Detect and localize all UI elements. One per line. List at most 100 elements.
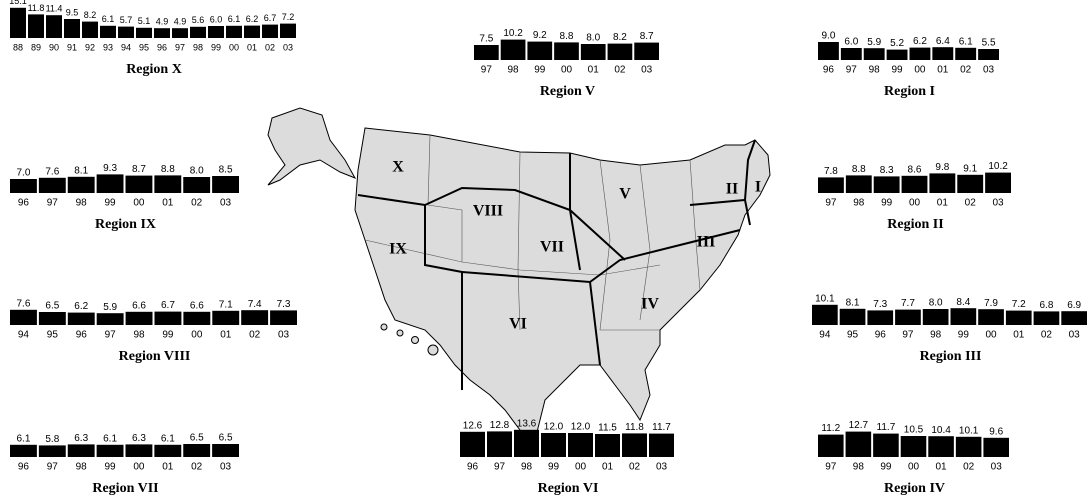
- value-label: 8.6: [908, 164, 922, 175]
- bar: [580, 44, 606, 60]
- region-border: [744, 139, 756, 201]
- bar: [985, 172, 1011, 193]
- bar: [67, 312, 95, 325]
- value-label: 12.0: [544, 422, 564, 433]
- region-label: X: [392, 159, 404, 176]
- value-label: 6.7: [161, 300, 175, 311]
- bar: [100, 25, 116, 38]
- bar: [607, 43, 633, 60]
- category-label: 97: [47, 198, 59, 209]
- hawaii: [427, 344, 439, 356]
- bar: [125, 311, 153, 325]
- bar: [840, 48, 862, 60]
- category-label: 00: [133, 462, 145, 473]
- bar: [280, 23, 296, 38]
- bar: [244, 25, 260, 38]
- bar: [928, 436, 954, 457]
- category-label: 95: [47, 330, 59, 341]
- value-label: 12.6: [463, 420, 483, 431]
- bar: [500, 39, 526, 60]
- state-lines: [427, 134, 463, 262]
- region-label: II: [726, 181, 738, 198]
- value-label: 9.3: [103, 163, 117, 174]
- region-border: [569, 153, 626, 261]
- category-label: 01: [162, 198, 174, 209]
- region-label: VIII: [473, 203, 503, 220]
- category-label: 97: [481, 65, 493, 76]
- category-label: 02: [265, 42, 275, 52]
- bar: [183, 444, 211, 457]
- category-label: 97: [846, 65, 858, 76]
- value-label: 5.7: [120, 15, 133, 25]
- chart-title: Region VI: [538, 481, 599, 496]
- bar: [1033, 311, 1060, 325]
- category-label: 02: [191, 198, 203, 209]
- value-label: 11.2: [821, 423, 840, 434]
- value-label: 6.9: [1067, 300, 1081, 311]
- us-map: [267, 107, 771, 441]
- value-label: 7.5: [479, 34, 493, 45]
- category-label: 98: [508, 65, 520, 76]
- bar: [957, 174, 984, 193]
- category-label: 98: [133, 330, 145, 341]
- category-label: 02: [1041, 330, 1053, 341]
- category-label: 91: [67, 42, 77, 52]
- value-label: 5.5: [982, 38, 996, 49]
- bar: [1061, 311, 1087, 325]
- bar: [932, 47, 954, 60]
- category-label: 01: [1013, 330, 1025, 341]
- value-label: 5.9: [103, 302, 117, 313]
- bar: [190, 26, 206, 38]
- category-label: 02: [965, 198, 977, 209]
- value-label: 6.6: [190, 300, 204, 311]
- value-label: 6.7: [264, 13, 277, 23]
- bar: [82, 21, 98, 38]
- category-label: 99: [105, 198, 117, 209]
- bar: [901, 175, 928, 193]
- bar: [818, 42, 839, 60]
- value-label: 6.8: [1039, 300, 1053, 311]
- category-label: 99: [958, 330, 970, 341]
- value-label: 8.2: [613, 32, 627, 43]
- category-label: 97: [105, 330, 117, 341]
- value-label: 9.1: [963, 163, 977, 174]
- value-label: 6.1: [102, 14, 115, 24]
- value-label: 7.0: [16, 168, 30, 179]
- value-label: 9.5: [66, 7, 79, 17]
- category-label: 02: [191, 462, 203, 473]
- category-label: 96: [18, 462, 30, 473]
- bar: [46, 15, 62, 38]
- value-label: 11.7: [652, 422, 671, 433]
- category-label: 90: [49, 42, 59, 52]
- bar: [978, 309, 1004, 325]
- value-label: 9.0: [821, 31, 835, 42]
- chart-title: Region III: [920, 349, 982, 364]
- category-label: 03: [220, 462, 232, 473]
- value-label: 8.0: [586, 33, 600, 44]
- category-label: 99: [892, 65, 904, 76]
- category-label: 96: [18, 198, 30, 209]
- category-label: 95: [139, 42, 149, 52]
- category-label: 93: [103, 42, 113, 52]
- category-label: 99: [162, 330, 174, 341]
- bar: [96, 313, 124, 325]
- value-label: 8.0: [929, 298, 943, 309]
- region-label: III: [697, 234, 716, 251]
- value-label: 11.7: [877, 422, 896, 433]
- value-label: 7.8: [824, 166, 838, 177]
- bar: [136, 27, 152, 38]
- region-border: [461, 229, 741, 284]
- category-label: 98: [521, 462, 533, 473]
- bar: [514, 429, 539, 457]
- value-label: 8.8: [161, 164, 175, 175]
- bar: [886, 49, 908, 60]
- region-label: I: [755, 179, 761, 196]
- value-label: 7.3: [873, 299, 887, 310]
- bar: [183, 311, 211, 325]
- bar: [38, 445, 66, 457]
- value-label: 7.1: [219, 299, 233, 310]
- value-label: 6.1: [16, 433, 30, 444]
- value-label: 8.3: [880, 165, 894, 176]
- bar: [212, 176, 239, 193]
- category-label: 02: [960, 65, 972, 76]
